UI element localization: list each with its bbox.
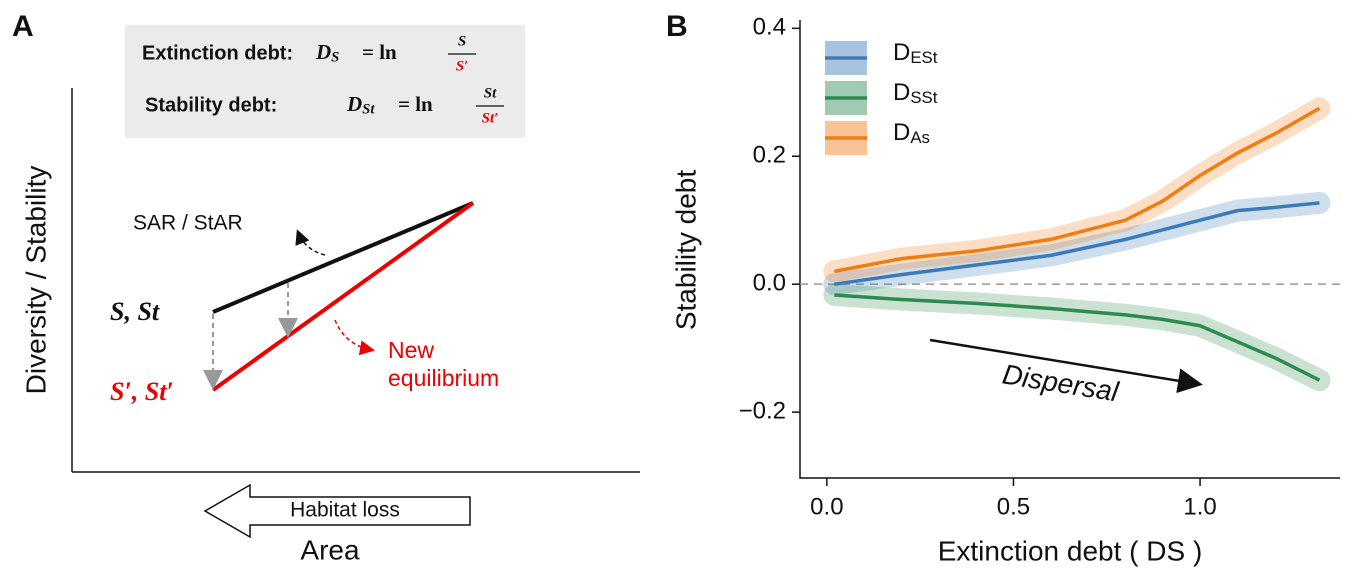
formula-lhs: DSt	[346, 92, 375, 118]
series-band	[823, 284, 1331, 392]
formula-op: = ln	[398, 92, 433, 116]
series-line	[834, 201, 1320, 286]
series-line	[834, 293, 1321, 382]
panel-label: A	[12, 10, 34, 43]
y-axis-label: Diversity / Stability	[20, 166, 51, 395]
legend-label: DESt	[893, 39, 938, 67]
equilibrium-line	[211, 201, 475, 392]
y-tick-label: 0.4	[753, 14, 786, 41]
panel-label: B	[666, 10, 688, 43]
annotation-arrow	[929, 338, 1203, 394]
axes	[799, 20, 1340, 479]
formula-den: S′	[456, 58, 469, 74]
y-tick-label: 0.2	[753, 142, 786, 169]
y-tick-label: −0.2	[739, 397, 786, 424]
formula-box	[125, 25, 525, 138]
equilibrium-label: New	[388, 337, 434, 363]
arrow-label: Habitat loss	[290, 499, 400, 522]
pointer	[334, 319, 375, 356]
x-axis-label: Area	[300, 534, 360, 565]
formula-label: Stability debt:	[145, 94, 277, 116]
x-tick-label: 0.0	[810, 493, 843, 520]
legend-label: DAs	[893, 119, 930, 147]
annotation: Dispersal	[1000, 358, 1121, 407]
habitat-loss-arrow	[203, 483, 471, 539]
sar-line	[212, 201, 474, 314]
series-line	[834, 106, 1321, 274]
y-axis-label: Stability debt	[670, 170, 701, 331]
formula-lhs: DS	[315, 40, 339, 66]
x-tick-label: 0.5	[997, 493, 1030, 520]
formula-label: Extinction debt:	[142, 42, 293, 64]
formula-num: S	[458, 33, 466, 49]
x-tick-label: 1.0	[1183, 493, 1216, 520]
pointer	[295, 229, 326, 256]
curve-label: SAR / StAR	[133, 212, 243, 235]
equilibrium-label: equilibrium	[388, 365, 499, 391]
before-label: S, St	[110, 297, 160, 326]
formula-op: = ln	[362, 40, 397, 64]
after-label: S′, St′	[110, 377, 174, 406]
formula-num: St	[484, 85, 497, 101]
legend-label: DSSt	[893, 79, 938, 107]
formula-den: St′	[482, 110, 499, 126]
y-tick-label: 0.0	[753, 270, 786, 297]
x-axis-label: Extinction debt ( DS )	[938, 535, 1203, 566]
